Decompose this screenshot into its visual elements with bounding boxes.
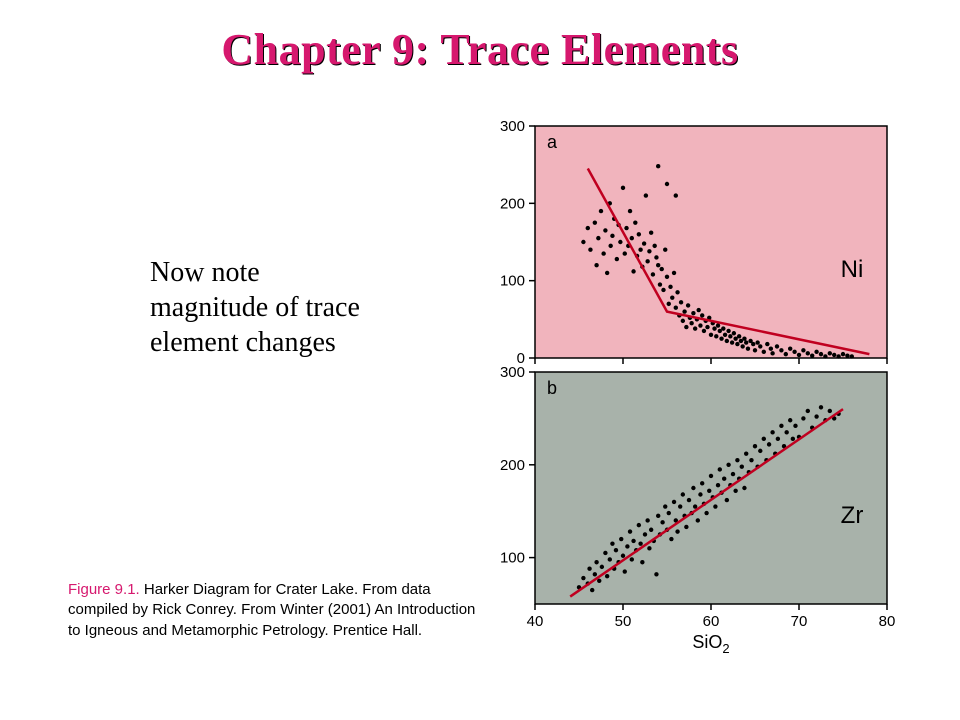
harker-charts: 0100200300aNi100200300bZr4050607080SiO2 — [490, 108, 895, 668]
side-note: Now note magnitude of trace element chan… — [150, 255, 360, 360]
svg-text:60: 60 — [703, 613, 720, 630]
svg-text:200: 200 — [500, 195, 525, 212]
chart-svg: 0100200300aNi100200300bZr4050607080SiO2 — [490, 108, 895, 668]
svg-text:80: 80 — [879, 613, 895, 630]
svg-text:Ni: Ni — [841, 256, 864, 283]
svg-text:b: b — [547, 378, 557, 398]
svg-text:a: a — [547, 132, 558, 152]
svg-text:300: 300 — [500, 364, 525, 381]
svg-text:SiO2: SiO2 — [692, 632, 729, 656]
svg-text:Zr: Zr — [841, 502, 864, 529]
svg-text:100: 100 — [500, 550, 525, 567]
svg-text:300: 300 — [500, 118, 525, 135]
svg-text:200: 200 — [500, 457, 525, 474]
figure-caption: Figure 9.1. Harker Diagram for Crater La… — [68, 580, 478, 641]
svg-text:100: 100 — [500, 273, 525, 290]
page-title: Chapter 9: Trace Elements — [0, 24, 960, 75]
caption-lead: Figure 9.1. — [68, 581, 140, 598]
svg-text:70: 70 — [791, 613, 808, 630]
svg-text:50: 50 — [615, 613, 632, 630]
svg-text:40: 40 — [527, 613, 544, 630]
